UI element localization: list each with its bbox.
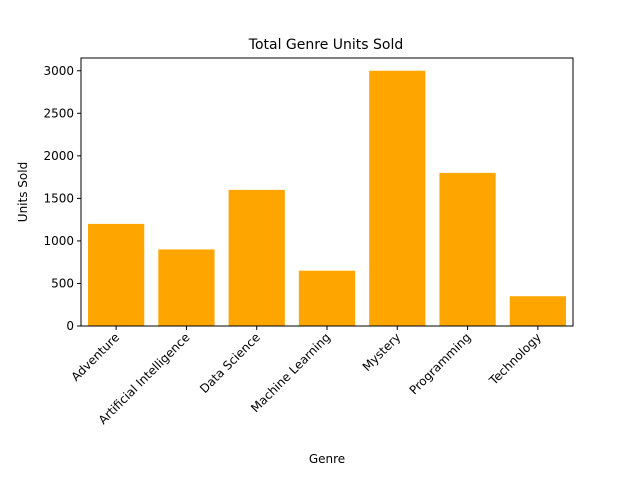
y-tick-label: 3000 bbox=[43, 64, 74, 78]
bar-mystery bbox=[369, 70, 426, 326]
bar-data-science bbox=[228, 189, 285, 326]
y-tick-label: 1000 bbox=[43, 234, 74, 248]
bar-adventure bbox=[88, 223, 145, 326]
y-axis-ticks: 0 500 1000 1500 2000 2500 3000 bbox=[43, 64, 81, 333]
chart-title: Total Genre Units Sold bbox=[248, 37, 403, 53]
plot-area-frame bbox=[80, 57, 574, 327]
bars-group bbox=[88, 70, 566, 326]
bar-technology bbox=[509, 296, 566, 326]
x-axis-label: Genre bbox=[309, 452, 345, 466]
bar-artificial-intelligence bbox=[158, 249, 215, 326]
y-tick-label: 2500 bbox=[43, 106, 74, 120]
bar-programming bbox=[439, 172, 496, 326]
y-tick-label: 0 bbox=[66, 319, 74, 333]
y-axis-label: Units Sold bbox=[16, 162, 30, 222]
bar-machine-learning bbox=[298, 270, 356, 326]
y-tick-label: 500 bbox=[51, 276, 74, 290]
y-tick-label: 1500 bbox=[43, 191, 74, 205]
y-tick-label: 2000 bbox=[43, 149, 74, 163]
